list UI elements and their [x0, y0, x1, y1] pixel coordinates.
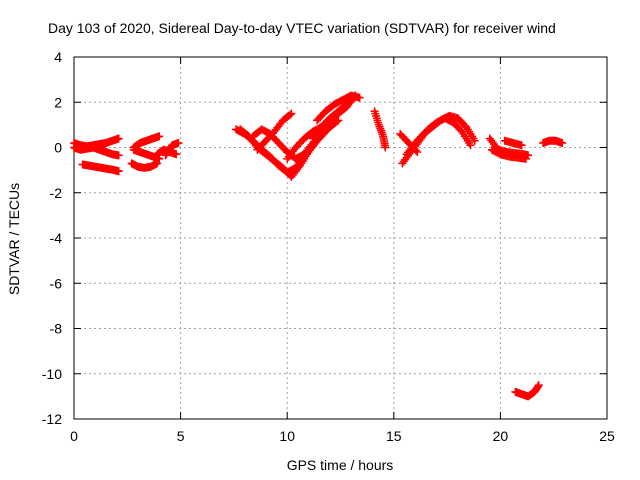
series-track-8: [161, 138, 183, 160]
x-tick-label: 25: [599, 428, 615, 444]
data-point: [114, 167, 123, 176]
data-point: [381, 143, 390, 152]
series-track-22: [500, 136, 526, 150]
x-tick-label: 5: [177, 428, 185, 444]
x-tick-label: 15: [386, 428, 402, 444]
data-point: [174, 138, 183, 147]
chart-title: Day 103 of 2020, Sidereal Day-to-day VTE…: [48, 20, 556, 36]
data-point: [172, 150, 181, 159]
y-axis-label: SDTVAR / TECUs: [6, 183, 22, 295]
data-point: [114, 134, 123, 143]
y-tick-label: 2: [54, 94, 62, 110]
x-tick-label: 20: [493, 428, 509, 444]
data-point: [355, 93, 364, 102]
y-tick-label: -4: [50, 230, 63, 246]
data-point: [534, 381, 543, 390]
y-tick-label: -12: [42, 411, 62, 427]
y-tick-label: 0: [54, 140, 62, 156]
data-point: [287, 109, 296, 118]
series-track-12: [253, 109, 296, 154]
series-track-23: [539, 136, 567, 147]
series-track-3: [78, 160, 123, 176]
series-track-2: [70, 143, 123, 160]
series-track-14: [308, 91, 360, 143]
y-tick-label: -10: [42, 366, 62, 382]
data-point: [155, 132, 164, 141]
x-tick-label: 0: [70, 428, 78, 444]
data-points: [70, 91, 567, 401]
series-track-21: [487, 145, 530, 163]
data-point: [411, 146, 420, 155]
series-track-19: [396, 129, 422, 157]
data-point: [521, 154, 530, 163]
y-tick-label: 4: [54, 49, 62, 65]
data-point: [294, 163, 303, 172]
data-point: [470, 136, 479, 145]
series-track-15: [313, 91, 364, 125]
series-track-6: [129, 145, 164, 163]
data-point: [413, 148, 422, 157]
x-axis-label: GPS time / hours: [287, 457, 394, 473]
y-tick-label: -8: [50, 321, 63, 337]
data-point: [466, 141, 475, 150]
data-point: [332, 117, 341, 126]
data-point: [334, 116, 343, 125]
x-tick-label: 10: [279, 428, 295, 444]
series-track-16: [370, 107, 390, 152]
series-track-24: [511, 381, 543, 401]
y-tick-label: -6: [50, 275, 63, 291]
data-point: [517, 141, 526, 150]
y-tick-label: -2: [50, 185, 63, 201]
data-point: [114, 151, 123, 160]
data-point: [558, 138, 567, 147]
data-point: [286, 110, 295, 119]
series-track-4: [127, 159, 162, 172]
